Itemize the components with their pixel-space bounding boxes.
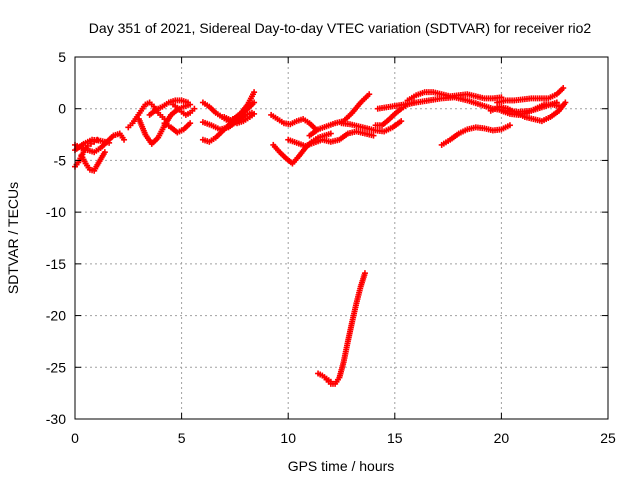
series-arc-i (170, 101, 198, 118)
data-point (251, 89, 258, 96)
series-arc-g (146, 97, 191, 118)
data-point (558, 103, 565, 110)
y-tick-label: -20 (46, 308, 66, 324)
data-point (101, 149, 108, 156)
series-arc-b (72, 130, 128, 156)
data-point (184, 99, 191, 106)
series-arc-p (285, 128, 377, 149)
data-point (398, 118, 405, 125)
data-point (370, 132, 377, 139)
data-point (327, 130, 334, 137)
y-tick-label: -15 (46, 256, 66, 272)
series-arc-u (315, 370, 334, 385)
series-arc-x (494, 85, 567, 106)
series-arc-o (270, 130, 334, 167)
series-arc-q (306, 91, 373, 139)
y-tick-label: 5 (58, 49, 66, 65)
axis-ticks: 0 5 10 15 20 25 -30 -25 -20 -15 -10 -5 0 5 (46, 49, 616, 446)
data-points (72, 85, 569, 387)
x-tick-label: 10 (280, 430, 296, 446)
x-tick-label: 0 (71, 430, 79, 446)
y-tick-label: -5 (54, 152, 67, 168)
series-arc-z (498, 101, 565, 118)
data-point (106, 139, 113, 146)
x-tick-label: 20 (494, 430, 510, 446)
x-tick-label: 15 (387, 430, 403, 446)
y-tick-label: -30 (46, 411, 66, 427)
series-arc-t (323, 270, 368, 387)
data-point (562, 99, 569, 106)
data-point (506, 122, 513, 129)
y-tick-label: 0 (58, 101, 66, 117)
data-point (121, 136, 128, 143)
series-arc-l (199, 109, 255, 133)
data-point (251, 99, 258, 106)
data-point (187, 120, 194, 127)
y-tick-label: -10 (46, 204, 66, 220)
data-point (87, 140, 94, 147)
x-axis-label: GPS time / hours (288, 458, 395, 474)
data-point (366, 91, 373, 98)
data-point (191, 105, 198, 112)
series-arc-h (161, 120, 194, 136)
series-arc-c (78, 149, 108, 174)
series-arc-d (72, 136, 113, 154)
series-arc-r (338, 118, 405, 135)
chart-title: Day 351 of 2021, Sidereal Day-to-day VTE… (89, 20, 592, 36)
data-point (361, 270, 368, 277)
series-arc-aa (438, 122, 513, 148)
series-arc-w (404, 89, 505, 104)
series-arc-m (221, 110, 258, 127)
data-point (251, 110, 258, 117)
y-axis-label: SDTVAR / TECUs (5, 182, 21, 294)
x-tick-label: 25 (600, 430, 616, 446)
series-arc-n (268, 111, 319, 133)
data-point (560, 85, 567, 92)
x-tick-label: 5 (178, 430, 186, 446)
y-tick-label: -25 (46, 359, 66, 375)
data-point (327, 378, 334, 385)
plot-frame (74, 56, 609, 420)
